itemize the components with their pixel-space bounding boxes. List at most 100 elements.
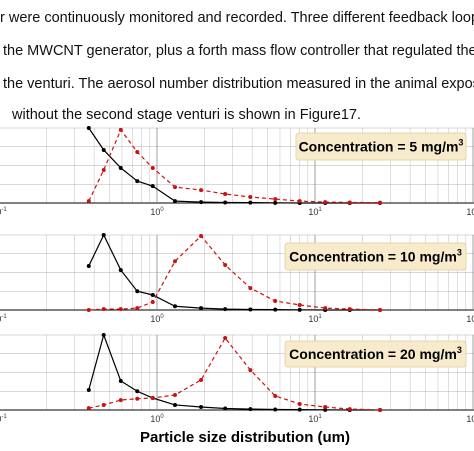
data-point (101, 333, 106, 337)
paragraph-line: the MWCNT generator, plus a forth mass f… (3, 43, 474, 59)
series-line (88, 235, 381, 311)
x-axis-label: Particle size distribution (um) (140, 429, 350, 446)
x-tick-base: 10 (308, 314, 318, 324)
annotation-sup: 3 (458, 138, 463, 148)
x-tick-label: 101 (308, 414, 322, 424)
x-tick-base: 10 (150, 414, 160, 424)
x-tick-base: 10 (308, 414, 318, 424)
data-point (378, 308, 383, 312)
data-point (323, 405, 328, 409)
data-point (248, 195, 253, 199)
data-point (323, 200, 328, 205)
data-point (347, 407, 352, 412)
x-tick-label: 10-1 (0, 314, 7, 324)
data-point (248, 368, 253, 373)
data-point (101, 307, 106, 312)
data-point (118, 165, 123, 170)
x-tick-exponent: 0 (160, 207, 164, 213)
x-tick-exponent: -1 (1, 414, 7, 420)
paragraph-line: r were continuously monitored and record… (0, 10, 474, 26)
x-tick-base: 10 (0, 414, 1, 424)
x-tick-base: 10 (0, 314, 1, 324)
data-point (150, 396, 155, 400)
annotation: Concentration = 20 mg/m3 (289, 345, 462, 362)
annotation-sup: 3 (457, 345, 462, 355)
data-point (199, 233, 204, 238)
x-tick-exponent: 1 (318, 414, 322, 420)
data-point (86, 308, 91, 312)
data-point (297, 307, 302, 312)
data-point (248, 307, 253, 312)
data-point (297, 402, 302, 406)
data-point (86, 387, 91, 392)
x-tick-label: 100 (150, 414, 164, 424)
data-point (248, 286, 253, 291)
x-tick-exponent: -1 (1, 314, 7, 320)
series-line (88, 336, 381, 411)
paragraph-line: the venturi. The aerosol number distribu… (3, 76, 474, 92)
data-point (248, 407, 253, 412)
x-tick-label: 100 (150, 207, 164, 217)
data-point (173, 402, 178, 407)
data-point (118, 127, 123, 132)
x-tick-label: 102 (466, 207, 474, 217)
data-point (273, 197, 278, 202)
data-point (347, 307, 352, 312)
paragraph-line: without the second stage venturi is show… (11, 107, 361, 123)
data-point (223, 336, 228, 340)
data-point (86, 263, 91, 268)
data-point (101, 233, 106, 237)
data-point (347, 200, 352, 205)
data-point (135, 396, 140, 401)
annotation-text: Concentration = 5 mg/m (299, 139, 459, 155)
x-tick-base: 10 (150, 207, 160, 217)
data-point (297, 302, 302, 307)
x-tick-exponent: 1 (318, 207, 322, 213)
x-tick-label: 101 (308, 207, 322, 217)
data-point (150, 165, 155, 170)
data-point (135, 289, 140, 294)
data-point (173, 393, 178, 397)
data-point (118, 268, 123, 273)
data-point (223, 307, 228, 312)
data-point (86, 126, 91, 130)
series-line (88, 233, 381, 311)
data-point (135, 150, 140, 154)
data-point (101, 168, 106, 172)
data-point (297, 407, 302, 412)
x-tick-base: 10 (466, 414, 474, 424)
data-point (223, 263, 228, 267)
data-point (199, 200, 204, 205)
annotation-text: Concentration = 20 mg/m (289, 346, 457, 362)
data-point (199, 405, 204, 409)
x-tick-label: 10-1 (0, 207, 7, 217)
data-point (150, 184, 155, 189)
x-tick-base: 10 (466, 207, 474, 217)
annotation-box (295, 132, 467, 161)
data-point (323, 306, 328, 311)
x-tick-label: 10-1 (0, 414, 7, 424)
annotation-text: Concentration = 10 mg/m (289, 249, 457, 265)
x-tick-label: 100 (150, 314, 164, 324)
data-point (86, 199, 91, 204)
x-tick-label: 101 (308, 314, 322, 324)
data-point (199, 378, 204, 382)
data-point (173, 199, 178, 204)
data-point (223, 192, 228, 196)
annotation: Concentration = 10 mg/m3 (289, 248, 462, 265)
data-point (378, 200, 383, 205)
data-point (199, 188, 204, 193)
x-tick-exponent: -1 (1, 207, 7, 213)
data-point (297, 199, 302, 204)
data-point (118, 307, 123, 312)
x-tick-exponent: 1 (318, 314, 322, 320)
x-tick-label: 102 (466, 414, 474, 424)
data-point (150, 293, 155, 297)
data-point (101, 147, 106, 152)
x-tick-exponent: 0 (160, 314, 164, 320)
data-point (223, 406, 228, 411)
data-point (135, 306, 140, 311)
data-point (273, 307, 278, 312)
